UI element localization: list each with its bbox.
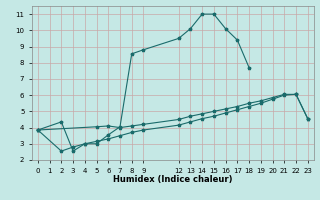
X-axis label: Humidex (Indice chaleur): Humidex (Indice chaleur) — [113, 175, 233, 184]
